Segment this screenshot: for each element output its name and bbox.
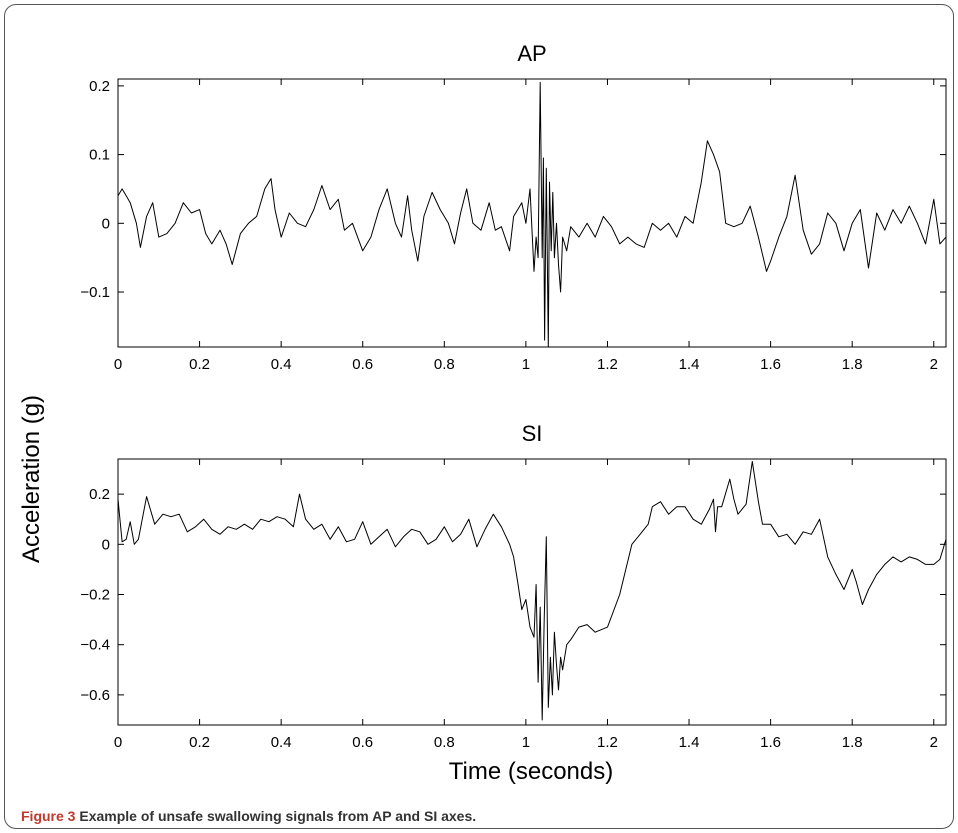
si-x-tick-label: 1.2 <box>597 734 618 751</box>
si-y-tick-label: −0.4 <box>80 637 110 654</box>
ap-x-tick-label: 0.6 <box>352 356 373 373</box>
ap-x-tick-label: 0.4 <box>271 356 292 373</box>
ap-y-tick-label: 0 <box>102 215 110 232</box>
ap-signal-line <box>118 81 946 347</box>
si-y-tick-label: −0.2 <box>80 587 110 604</box>
ap-x-tick-label: 1.2 <box>597 356 618 373</box>
si-x-tick-label: 0.8 <box>434 734 455 751</box>
ap-x-tick-label: 1.6 <box>760 356 781 373</box>
si-x-tick-label: 2 <box>930 734 938 751</box>
si-x-tick-label: 1.6 <box>760 734 781 751</box>
si-y-tick-label: −0.6 <box>80 687 110 704</box>
shared-x-axis-label: Time (seconds) <box>449 758 613 785</box>
si-x-tick-label: 0 <box>114 734 122 751</box>
si-signal-line <box>118 461 946 721</box>
ap-x-tick-label: 0.8 <box>434 356 455 373</box>
ap-x-tick-label: 2 <box>930 356 938 373</box>
ap-x-tick-label: 0 <box>114 356 122 373</box>
si-plot-box <box>117 458 947 726</box>
si-panel: SI 0 0.2 0.4 0.6 0.8 1 1.2 1.4 1.6 1.8 2 −0.6 −0.4 −0.… <box>80 421 947 751</box>
si-y-tick-label: 0.2 <box>89 486 110 503</box>
shared-y-axis-label: Acceleration (g) <box>18 395 45 563</box>
si-y-tick-label: 0 <box>102 536 110 553</box>
ap-x-tick-label: 0.2 <box>189 356 210 373</box>
si-x-tick-label: 0.4 <box>271 734 292 751</box>
figure-caption: Figure 3 Example of unsafe swallowing si… <box>21 808 476 824</box>
caption-label: Figure 3 <box>21 808 76 824</box>
si-title: SI <box>522 421 543 446</box>
ap-x-tick-label: 1.4 <box>679 356 700 373</box>
caption-text: Example of unsafe swallowing signals fro… <box>79 808 477 824</box>
si-x-tick-label: 1.8 <box>842 734 863 751</box>
si-x-tick-label: 0.2 <box>189 734 210 751</box>
si-x-tick-label: 1.4 <box>679 734 700 751</box>
ap-y-tick-label: 0.1 <box>89 147 110 164</box>
ap-y-tick-label: 0.2 <box>89 78 110 95</box>
si-x-tick-label: 1 <box>522 734 530 751</box>
ap-y-tick-label: −0.1 <box>80 284 110 301</box>
figure-frame: AP 0 0.2 0.4 0.6 0.8 1 1.2 1.4 1.6 1.8 2 −0.1 0 0.1 0.2… <box>4 4 954 829</box>
figure-svg: AP 0 0.2 0.4 0.6 0.8 1 1.2 1.4 1.6 1.8 2 −0.1 0 0.1 0.2… <box>18 41 947 785</box>
ap-x-tick-label: 1 <box>522 356 530 373</box>
ap-plot-box <box>117 78 947 348</box>
si-x-tick-label: 0.6 <box>352 734 373 751</box>
ap-title: AP <box>517 41 546 66</box>
ap-panel: AP 0 0.2 0.4 0.6 0.8 1 1.2 1.4 1.6 1.8 2 −0.1 0 0.1 0.2 <box>80 41 947 373</box>
ap-x-tick-label: 1.8 <box>842 356 863 373</box>
